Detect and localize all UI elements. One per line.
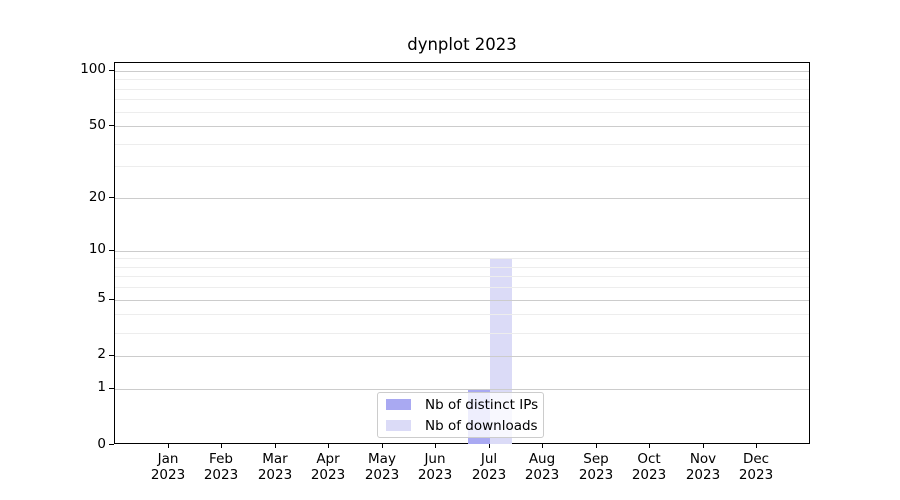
y-tick-label: 20	[88, 189, 106, 205]
year-label: 2023	[471, 467, 507, 483]
minor-gridline	[115, 333, 809, 334]
x-tick-label: Jun 2023	[390, 451, 480, 483]
year-label: 2023	[578, 467, 614, 483]
y-axis-tick	[109, 299, 114, 300]
year-label: 2023	[150, 467, 186, 483]
month-label: Jun	[424, 451, 446, 467]
y-axis-tick	[109, 197, 114, 198]
minor-gridline	[115, 112, 809, 113]
month-label: Apr	[316, 451, 340, 467]
x-tick-label: Mar 2023	[230, 451, 320, 483]
y-axis-tick	[109, 355, 114, 356]
month-label: Sep	[583, 451, 609, 467]
y-tick-label: 100	[80, 61, 106, 77]
y-tick-label: 1	[97, 379, 106, 395]
y-axis-tick	[109, 444, 114, 445]
x-axis-tick	[756, 444, 757, 448]
x-tick-label: Jul 2023	[444, 451, 534, 483]
x-tick-label: Sep 2023	[551, 451, 641, 483]
minor-gridline	[115, 287, 809, 288]
year-label: 2023	[738, 467, 774, 483]
minor-gridline	[115, 166, 809, 167]
year-label: 2023	[257, 467, 293, 483]
minor-gridline	[115, 79, 809, 80]
x-axis-tick	[435, 444, 436, 448]
plot-area	[114, 62, 810, 444]
x-axis-tick	[542, 444, 543, 448]
year-label: 2023	[364, 467, 400, 483]
y-tick-label: 5	[97, 290, 106, 306]
minor-gridline	[115, 276, 809, 277]
legend-row: Nb of distinct IPs	[386, 396, 543, 414]
month-label: Feb	[209, 451, 233, 467]
y-axis-tick	[109, 125, 114, 126]
year-label: 2023	[310, 467, 346, 483]
x-axis-tick	[328, 444, 329, 448]
minor-gridline	[115, 258, 809, 259]
x-tick-label: Oct 2023	[604, 451, 694, 483]
year-label: 2023	[685, 467, 721, 483]
x-axis-tick	[221, 444, 222, 448]
legend-label: Nb of downloads	[425, 417, 538, 434]
y-axis-tick	[109, 250, 114, 251]
chart-title: dynplot 2023	[407, 35, 517, 54]
year-label: 2023	[203, 467, 239, 483]
minor-gridline	[115, 144, 809, 145]
legend: Nb of distinct IPs Nb of downloads	[377, 392, 544, 438]
year-label: 2023	[417, 467, 453, 483]
y-tick-label: 10	[88, 241, 106, 257]
x-tick-label: Aug 2023	[497, 451, 587, 483]
minor-gridline	[115, 267, 809, 268]
month-label: Nov	[689, 451, 717, 467]
x-axis-tick	[703, 444, 704, 448]
y-axis-tick	[109, 70, 114, 71]
legend-swatch	[386, 399, 411, 410]
month-label: Jul	[480, 451, 498, 467]
major-gridline	[115, 126, 809, 127]
major-gridline	[115, 389, 809, 390]
x-tick-label: Jan 2023	[123, 451, 213, 483]
x-axis-tick	[489, 444, 490, 448]
minor-gridline	[115, 89, 809, 90]
major-gridline	[115, 71, 809, 72]
month-label: Jan	[157, 451, 179, 467]
month-label: Dec	[742, 451, 770, 467]
month-label: Oct	[637, 451, 661, 467]
x-tick-label: Dec 2023	[711, 451, 801, 483]
month-label: May	[368, 451, 396, 467]
y-tick-label: 2	[97, 346, 106, 362]
x-tick-label: Nov 2023	[658, 451, 748, 483]
major-gridline	[115, 300, 809, 301]
x-axis-tick	[168, 444, 169, 448]
month-label: Mar	[262, 451, 288, 467]
x-axis-tick	[596, 444, 597, 448]
x-axis-tick	[382, 444, 383, 448]
legend-swatch	[386, 420, 411, 431]
year-label: 2023	[631, 467, 667, 483]
x-tick-label: May 2023	[337, 451, 427, 483]
minor-gridline	[115, 99, 809, 100]
major-gridline	[115, 251, 809, 252]
major-gridline	[115, 198, 809, 199]
y-tick-label: 50	[88, 117, 106, 133]
x-axis-tick	[275, 444, 276, 448]
x-tick-label: Feb 2023	[176, 451, 266, 483]
month-label: Aug	[528, 451, 556, 467]
minor-gridline	[115, 314, 809, 315]
x-tick-label: Apr 2023	[283, 451, 373, 483]
legend-label: Nb of distinct IPs	[425, 396, 539, 413]
y-axis-tick	[109, 388, 114, 389]
y-tick-label: 0	[97, 436, 106, 452]
legend-row: Nb of downloads	[386, 417, 543, 435]
year-label: 2023	[524, 467, 560, 483]
major-gridline	[115, 356, 809, 357]
x-axis-tick	[649, 444, 650, 448]
